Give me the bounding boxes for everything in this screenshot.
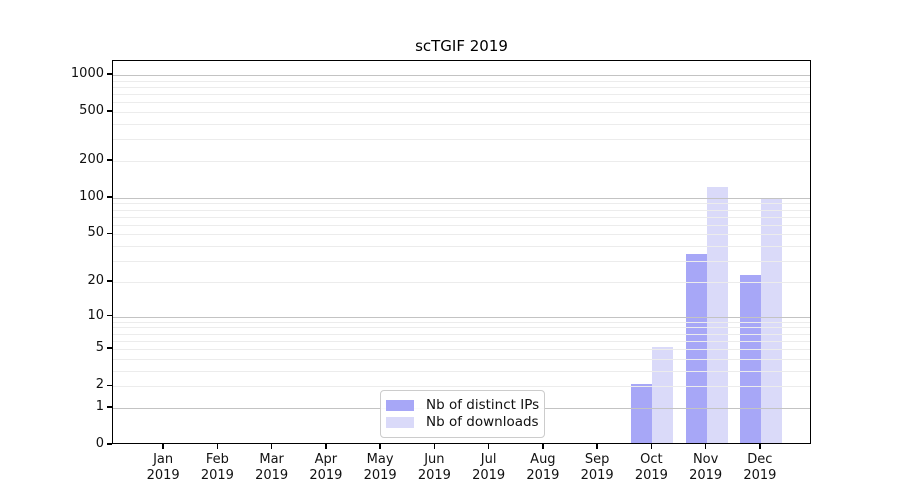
y-gridline-minor-300	[113, 139, 810, 141]
x-tick-label-oct: Oct 2019	[634, 452, 668, 483]
y-tick-label-0: 0	[95, 436, 104, 451]
y-tick-1000	[107, 73, 112, 75]
x-tick-label-feb: Feb 2019	[200, 452, 234, 483]
y-tick-label-20: 20	[87, 272, 104, 288]
x-tick-label-aug: Aug 2019	[526, 452, 560, 483]
x-tick-jan	[162, 444, 164, 449]
y-gridline-minor-50	[113, 234, 810, 236]
bar-distinct-ips-nov	[685, 254, 707, 443]
x-tick-oct	[650, 444, 653, 449]
y-tick-label-50: 50	[87, 225, 104, 241]
legend-item-downloads: Nb of downloads	[386, 414, 539, 431]
y-gridline-minor-2	[113, 386, 810, 388]
y-gridline-minor-700	[113, 94, 810, 96]
y-gridline-minor-40	[113, 246, 810, 248]
bar-downloads-oct	[652, 347, 674, 443]
y-gridline-minor-90	[113, 203, 810, 205]
y-tick-2	[107, 384, 112, 386]
y-tick-20	[107, 280, 112, 282]
legend-item-distinct-ips: Nb of distinct IPs	[386, 397, 540, 414]
chart-title: scTGIF 2019	[415, 37, 508, 55]
y-gridline-minor-400	[113, 124, 810, 126]
x-tick-label-mar: Mar 2019	[255, 452, 289, 483]
y-gridline-minor-9	[113, 321, 810, 323]
bar-downloads-dec	[760, 199, 782, 443]
y-gridline-minor-200	[113, 161, 810, 162]
x-tick-label-jul: Jul 2019	[472, 452, 506, 483]
y-tick-1	[107, 406, 112, 408]
legend-swatch-distinct-ips	[386, 400, 414, 411]
plot-area	[112, 60, 811, 444]
x-tick-label-nov: Nov 2019	[689, 452, 723, 483]
legend-label-downloads: Nb of downloads	[426, 414, 539, 430]
y-tick-label-5: 5	[95, 340, 104, 356]
x-tick-may	[379, 444, 381, 449]
y-tick-label-200: 200	[79, 152, 104, 167]
bar-distinct-ips-oct	[631, 384, 653, 443]
y-gridline-minor-70	[113, 216, 810, 218]
y-gridline-minor-30	[113, 261, 810, 263]
y-gridline-major-1000	[113, 75, 810, 77]
y-gridline-minor-6	[113, 340, 810, 342]
x-tick-label-dec: Dec 2019	[743, 452, 777, 483]
y-tick-label-1: 1	[95, 398, 104, 414]
y-gridline-major-100	[113, 197, 810, 199]
y-gridline-minor-8	[113, 327, 810, 329]
x-tick-dec	[759, 444, 761, 449]
x-tick-jun	[433, 444, 436, 449]
y-tick-label-100: 100	[79, 188, 104, 204]
y-gridline-minor-800	[113, 86, 810, 88]
x-tick-mar	[270, 444, 273, 449]
x-tick-label-sep: Sep 2019	[580, 452, 614, 483]
y-tick-200	[107, 159, 112, 161]
y-gridline-minor-60	[113, 224, 810, 226]
y-tick-5	[107, 347, 112, 349]
x-tick-aug	[542, 444, 544, 449]
x-tick-apr	[325, 444, 327, 449]
x-tick-jul	[487, 444, 490, 449]
y-tick-10	[107, 314, 112, 317]
y-gridline-minor-600	[113, 102, 810, 104]
bar-downloads-nov	[706, 186, 728, 443]
x-tick-nov	[704, 444, 707, 449]
legend-swatch-downloads	[386, 417, 414, 428]
x-tick-label-may: May 2019	[363, 452, 397, 483]
legend-label-distinct-ips: Nb of distinct IPs	[426, 397, 540, 413]
legend: Nb of distinct IPs Nb of downloads	[380, 390, 545, 438]
y-gridline-minor-4	[113, 358, 810, 360]
y-gridline-minor-80	[113, 209, 810, 211]
y-tick-label-10: 10	[87, 307, 104, 323]
y-gridline-minor-900	[113, 80, 810, 82]
y-gridline-minor-5	[113, 349, 810, 351]
y-tick-0	[107, 443, 112, 445]
x-tick-sep	[596, 444, 598, 449]
y-tick-label-500: 500	[79, 103, 104, 119]
y-tick-label-1000: 1000	[70, 66, 104, 82]
x-tick-label-jun: Jun 2019	[417, 452, 451, 483]
x-tick-feb	[216, 444, 219, 449]
y-gridline-minor-3	[113, 370, 810, 372]
y-tick-500	[107, 110, 112, 112]
y-gridline-minor-7	[113, 333, 810, 335]
y-tick-100	[107, 196, 112, 198]
y-gridline-minor-500	[113, 112, 810, 114]
y-gridline-minor-20	[113, 281, 810, 283]
x-tick-label-jan: Jan 2019	[146, 452, 180, 483]
y-tick-50	[107, 232, 112, 235]
x-tick-label-apr: Apr 2019	[309, 452, 343, 483]
y-tick-label-2: 2	[95, 377, 104, 393]
y-gridline-major-10	[113, 316, 810, 318]
